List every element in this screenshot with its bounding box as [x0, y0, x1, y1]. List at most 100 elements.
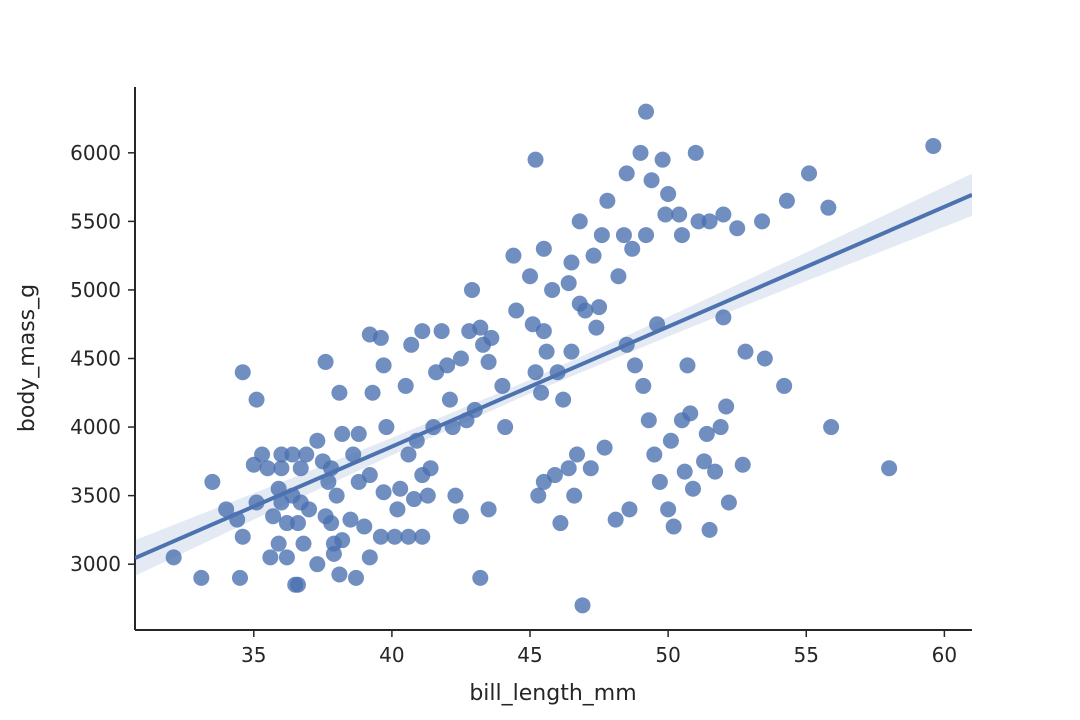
point: [204, 473, 221, 490]
point: [563, 343, 580, 360]
point: [698, 425, 715, 442]
point: [563, 254, 580, 271]
point: [696, 453, 713, 470]
point: [643, 172, 660, 189]
point: [334, 532, 351, 549]
point: [593, 227, 610, 244]
point: [654, 151, 671, 168]
regression-line: [135, 192, 972, 560]
point: [560, 460, 577, 477]
x-tick-label: 35: [241, 643, 266, 667]
point: [925, 137, 942, 154]
point: [259, 460, 276, 477]
point: [701, 213, 718, 230]
point: [483, 329, 500, 346]
point: [452, 508, 469, 525]
point: [273, 460, 290, 477]
point: [323, 515, 340, 532]
point: [535, 323, 552, 340]
point: [673, 227, 690, 244]
point: [881, 460, 898, 477]
point: [328, 487, 345, 504]
point: [729, 220, 746, 237]
point: [254, 446, 271, 463]
point: [375, 484, 392, 501]
point: [422, 460, 439, 477]
point: [364, 384, 381, 401]
point: [660, 501, 677, 518]
y-tick-label: 5000: [70, 278, 121, 302]
point: [292, 460, 309, 477]
point: [638, 103, 655, 120]
point: [618, 165, 635, 182]
point: [665, 518, 682, 535]
point: [756, 350, 773, 367]
point: [414, 323, 431, 340]
point: [301, 501, 318, 518]
point: [350, 425, 367, 442]
point: [555, 391, 572, 408]
point: [682, 405, 699, 422]
point: [621, 501, 638, 518]
point: [596, 439, 613, 456]
point: [480, 353, 497, 370]
point: [231, 569, 248, 586]
point: [754, 213, 771, 230]
point: [718, 398, 735, 415]
point: [823, 419, 840, 436]
point: [356, 518, 373, 535]
point: [646, 446, 663, 463]
y-tick-label: 4000: [70, 415, 121, 439]
point: [685, 480, 701, 497]
point: [651, 473, 668, 490]
point: [331, 566, 348, 583]
point: [472, 569, 489, 586]
point: [278, 549, 295, 566]
point: [414, 528, 431, 545]
point: [820, 199, 837, 216]
point: [464, 281, 481, 298]
point: [165, 549, 182, 566]
point: [309, 432, 326, 449]
point: [624, 240, 641, 257]
point: [289, 515, 306, 532]
point: [400, 528, 417, 545]
point: [234, 528, 251, 545]
point: [441, 391, 458, 408]
point: [687, 144, 704, 161]
point: [317, 353, 334, 370]
point: [679, 357, 696, 374]
point: [389, 501, 406, 518]
y-tick-label: 3500: [70, 484, 121, 508]
point: [248, 391, 265, 408]
point: [527, 364, 544, 381]
point: [707, 463, 724, 480]
point: [632, 144, 649, 161]
point: [361, 467, 378, 484]
point: [378, 419, 395, 436]
point: [508, 302, 525, 319]
point: [452, 350, 469, 367]
point: [715, 309, 732, 326]
point: [712, 419, 729, 436]
point: [778, 192, 795, 209]
x-tick-label: 60: [932, 643, 957, 667]
point: [671, 206, 688, 223]
point: [734, 456, 751, 473]
point: [439, 357, 456, 374]
point: [566, 487, 583, 504]
point: [386, 528, 403, 545]
point: [273, 446, 290, 463]
point: [776, 377, 793, 394]
point: [585, 247, 602, 264]
point: [582, 460, 599, 477]
point: [270, 535, 287, 552]
point: [715, 206, 732, 223]
point: [560, 275, 577, 292]
point: [480, 501, 497, 518]
x-tick-label: 50: [655, 643, 680, 667]
point: [342, 511, 359, 528]
point: [546, 467, 563, 484]
point: [801, 165, 818, 182]
point: [309, 556, 326, 573]
